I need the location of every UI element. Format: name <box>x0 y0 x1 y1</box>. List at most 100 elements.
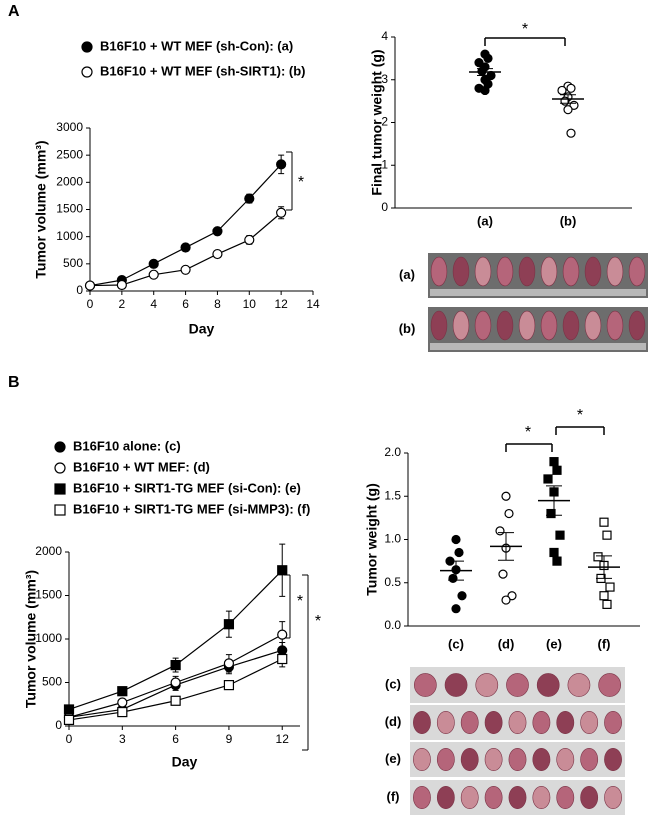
tumor <box>460 785 479 809</box>
tumor <box>604 785 622 809</box>
x-tick-label: 6 <box>172 732 179 746</box>
tumor <box>430 256 448 287</box>
x-tick-label: 2 <box>119 297 126 311</box>
y-axis-label: Tumor weight (g) <box>364 483 380 596</box>
marker <box>454 547 464 558</box>
x-tick-label: 6 <box>182 297 189 311</box>
y-tick-label: 0.0 <box>384 618 401 632</box>
legend-label: B16F10 + WT MEF (sh-SIRT1): (b) <box>100 63 305 78</box>
legend-label: B16F10 + SIRT1-TG MEF (si-MMP3): (f) <box>73 501 310 516</box>
error-bar <box>560 94 576 104</box>
error-bar <box>448 560 464 581</box>
tumor <box>584 310 602 341</box>
marker <box>117 686 128 697</box>
marker <box>599 517 609 527</box>
x-tick-label: (d) <box>498 636 515 651</box>
y-tick-label: 1000 <box>35 631 62 645</box>
marker <box>563 105 573 115</box>
tumor <box>584 256 602 287</box>
marker <box>602 599 612 609</box>
marker <box>244 234 255 246</box>
y-tick-label: 2000 <box>35 544 62 558</box>
y-axis-label: Tumor volume (mm³) <box>23 570 39 708</box>
marker <box>457 591 467 601</box>
photo-label: (f) <box>387 789 400 804</box>
tumor <box>436 747 455 771</box>
y-tick-label: 500 <box>63 256 83 270</box>
photo-label: (e) <box>385 751 401 766</box>
tumor <box>460 710 479 734</box>
y-tick-label: 2.0 <box>384 445 401 459</box>
tumor <box>444 673 468 697</box>
tumor <box>532 785 551 809</box>
tumor <box>460 747 479 771</box>
tumor <box>562 310 580 341</box>
tumor <box>430 310 448 341</box>
y-tick-label: 1000 <box>56 229 83 243</box>
marker <box>451 604 461 614</box>
x-tick-label: (f) <box>598 636 611 651</box>
photo-label: (b) <box>399 321 416 336</box>
tumor <box>536 673 560 697</box>
tumor <box>474 310 492 341</box>
tumor <box>414 673 437 697</box>
x-tick-label: (c) <box>448 636 464 651</box>
tumor <box>508 785 527 809</box>
marker <box>117 706 128 718</box>
marker <box>549 547 559 558</box>
marker <box>507 591 517 601</box>
marker <box>483 53 493 63</box>
ruler <box>430 343 646 350</box>
significance: * <box>298 174 304 191</box>
tumor <box>604 747 622 771</box>
marker <box>148 269 159 280</box>
tumor <box>606 310 624 341</box>
marker <box>63 704 75 715</box>
tumor <box>628 256 646 287</box>
tumor <box>508 710 527 734</box>
tumor <box>628 310 646 341</box>
legend-marker <box>81 41 93 53</box>
legend-marker <box>54 462 66 474</box>
marker <box>557 85 567 96</box>
marker <box>501 491 511 501</box>
y-tick-label: 1.0 <box>384 532 401 546</box>
significance: * <box>522 21 528 38</box>
error-bar <box>498 532 514 561</box>
tumor <box>540 310 558 341</box>
tumor <box>436 710 455 734</box>
x-tick-label: 12 <box>276 732 290 746</box>
x-axis-label: Day <box>172 754 198 770</box>
marker <box>84 280 96 291</box>
x-tick-label: 12 <box>274 297 288 311</box>
legend-marker <box>54 441 66 453</box>
y-tick-label: 0 <box>76 283 83 297</box>
marker <box>543 474 553 484</box>
tumor <box>508 747 527 771</box>
marker <box>244 193 255 204</box>
tumor <box>562 256 580 287</box>
x-axis-label: Day <box>189 321 215 337</box>
ruler <box>430 289 646 296</box>
tumor <box>598 673 622 697</box>
tumor <box>475 673 499 697</box>
marker <box>277 565 288 576</box>
tumor <box>580 747 599 771</box>
marker <box>180 264 191 275</box>
marker <box>474 58 484 68</box>
tumor <box>532 710 551 734</box>
panel-label: A <box>8 3 20 20</box>
marker <box>170 677 181 688</box>
x-tick-label: 14 <box>306 297 320 311</box>
tumor <box>484 710 503 734</box>
tumor <box>556 747 575 771</box>
tumor <box>532 747 551 771</box>
x-tick-label: 9 <box>226 732 233 746</box>
marker <box>566 83 576 93</box>
tumor <box>567 673 591 697</box>
tumor <box>556 710 575 734</box>
significance: * <box>315 613 321 630</box>
tumor <box>474 256 492 287</box>
marker <box>170 695 181 706</box>
y-tick-label: 4 <box>381 29 388 43</box>
